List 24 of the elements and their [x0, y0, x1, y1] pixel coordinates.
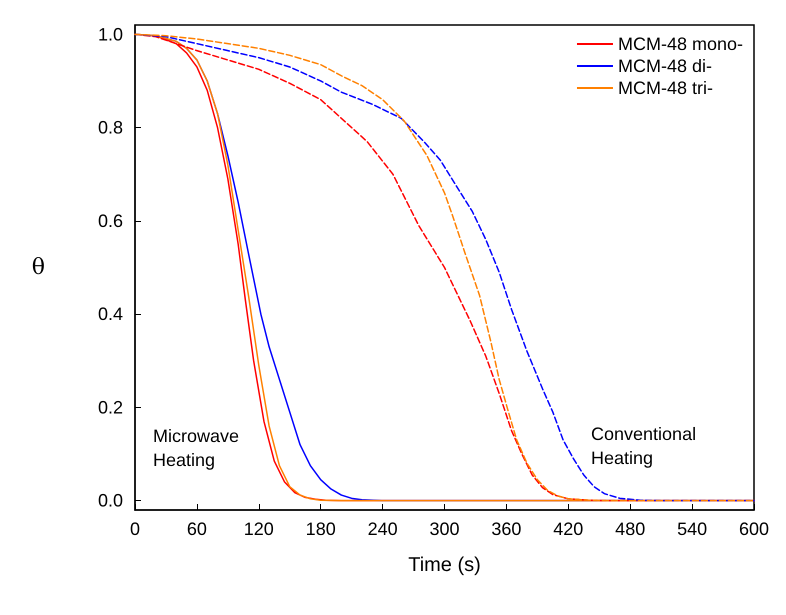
y-tick-label: 0.8 — [98, 118, 123, 138]
x-tick-label: 480 — [615, 519, 646, 539]
x-tick-label: 600 — [738, 519, 770, 539]
y-tick-label: 0.6 — [98, 210, 123, 231]
y-tick-label: 0.0 — [98, 490, 123, 511]
legend-label: MCM-48 mono- — [618, 34, 744, 54]
legend-label: MCM-48 tri- — [618, 78, 713, 98]
x-tick-label: 420 — [553, 519, 584, 539]
x-tick-label: 540 — [677, 519, 708, 539]
x-tick-label: 0 — [130, 519, 140, 539]
y-tick-label: 1.0 — [98, 24, 123, 44]
x-tick-label: 60 — [186, 519, 207, 539]
x-tick-label: 120 — [244, 519, 274, 539]
y-tick-label: 0.2 — [98, 397, 123, 418]
x-tick-label: 180 — [306, 519, 336, 539]
x-tick-label: 360 — [491, 519, 522, 539]
annotation: Microwave Heating — [153, 426, 240, 470]
x-tick-label: 300 — [429, 519, 460, 539]
legend-label: MCM-48 di- — [618, 56, 712, 76]
y-axis-title: θ — [32, 255, 45, 280]
y-tick-label: 0.4 — [98, 304, 123, 324]
x-axis-title: Time (s) — [408, 554, 481, 576]
x-tick-label: 240 — [368, 519, 398, 539]
annotation: Conventional Heating — [591, 424, 696, 468]
